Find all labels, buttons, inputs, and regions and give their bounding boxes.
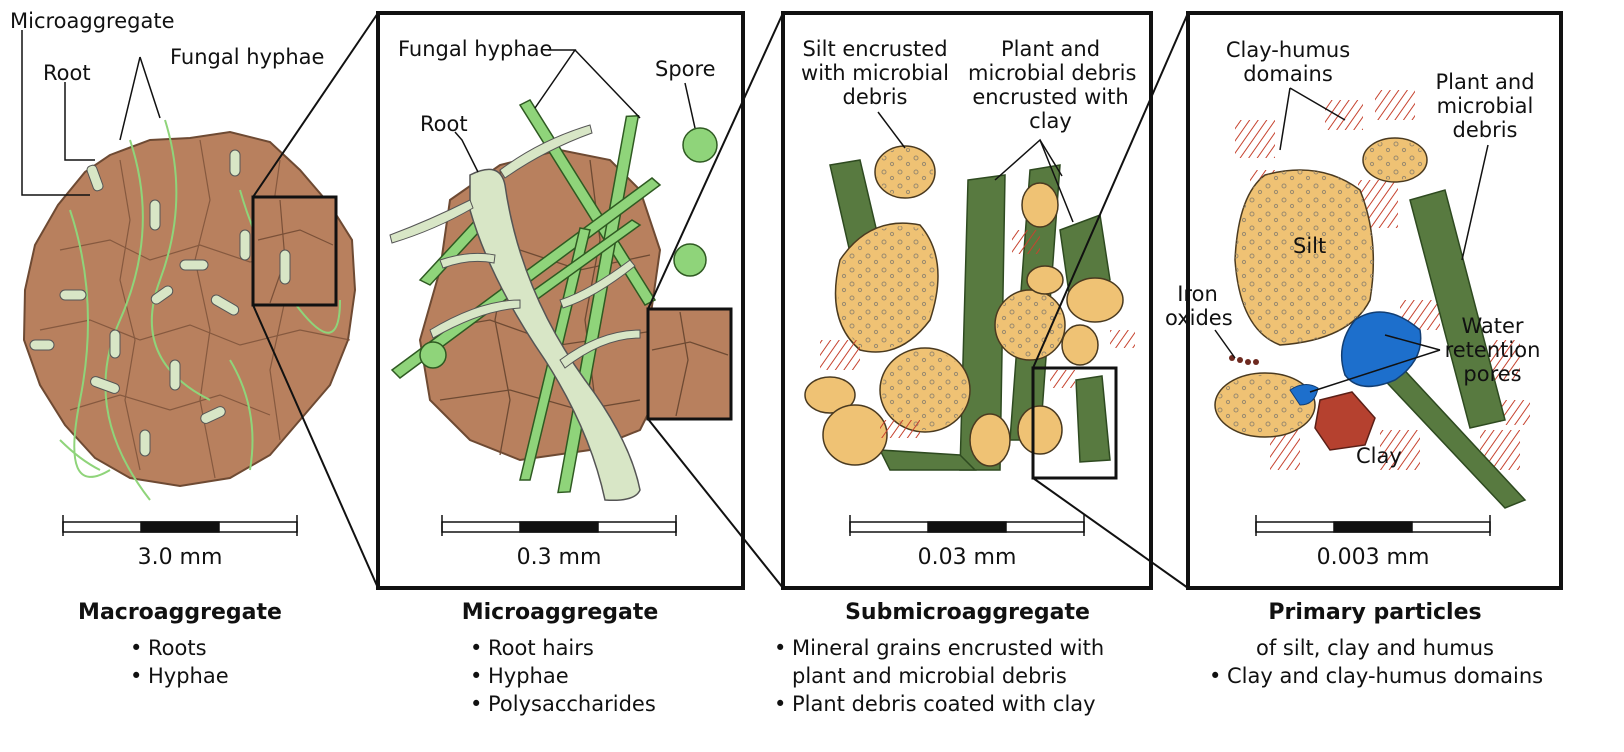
- label-clay-humus-domains: Clay-humus domains: [1225, 38, 1351, 86]
- caption-bullet: Plant debris coated with clay: [772, 690, 1162, 718]
- caption-bullets-primary-particles: Clay and clay-humus domains: [1207, 662, 1543, 690]
- label-root: Root: [43, 61, 91, 85]
- caption-bullet: Roots: [128, 634, 229, 662]
- root-shape: [469, 168, 641, 502]
- caption-bullet: Hyphae: [468, 662, 656, 690]
- caption-title-macroaggregate: Macroaggregate: [78, 600, 282, 625]
- scale-label-micro: 0.3 mm: [516, 545, 602, 570]
- label-silt: Silt: [1293, 234, 1327, 258]
- microaggregate-illustration: [389, 12, 784, 589]
- macroaggregate-body: [22, 130, 357, 488]
- micro-frame: [376, 11, 745, 590]
- macroaggregate-illustration: [21, 12, 379, 589]
- scale-label-macro: 3.0 mm: [137, 545, 223, 570]
- clay-particle: [1314, 391, 1376, 451]
- caption-bullets-submicroaggregate: Mineral grains encrusted with plant and …: [772, 634, 1162, 718]
- label-clay: Clay: [1356, 444, 1402, 468]
- submicro-frame: [781, 11, 1153, 590]
- caption-subtitle-primary-particles: of silt, clay and humus: [1256, 636, 1494, 660]
- scale-label-submicro: 0.03 mm: [917, 545, 1017, 570]
- caption-bullet: Root hairs: [468, 634, 656, 662]
- label-microaggregate: Microaggregate: [10, 9, 175, 33]
- label-silt-encrusted: Silt encrusted with microbial debris: [801, 37, 949, 109]
- caption-bullet: Hyphae: [128, 662, 229, 690]
- label-plant-microbial-debris: Plant and microbial debris: [1435, 70, 1535, 142]
- submicroaggregate-illustration: [804, 12, 1189, 589]
- label-fungal-hyphae: Fungal hyphae: [170, 45, 325, 69]
- label-fungal-hyphae: Fungal hyphae: [398, 37, 553, 61]
- primary-particles-illustration: [1214, 87, 1530, 509]
- caption-bullet: Polysaccharides: [468, 690, 656, 718]
- primary-frame: [1186, 11, 1563, 590]
- caption-bullets-macroaggregate: Roots Hyphae: [128, 634, 229, 690]
- label-plant-microbial-debris: Plant and microbial debris encrusted with c…: [968, 37, 1137, 133]
- caption-title-submicroaggregate: Submicroaggregate: [845, 600, 1090, 625]
- label-spore: Spore: [655, 57, 716, 81]
- submicro-inset-box: [1031, 366, 1118, 480]
- micro-inset-box: [646, 307, 733, 421]
- macro-inset-box: [251, 195, 338, 307]
- water-pore: [1340, 311, 1422, 388]
- caption-bullets-microaggregate: Root hairs Hyphae Polysaccharides: [468, 634, 656, 718]
- caption-title-primary-particles: Primary particles: [1268, 600, 1482, 625]
- label-root: Root: [420, 112, 468, 136]
- caption-title-microaggregate: Microaggregate: [461, 600, 659, 625]
- scale-bars: [62, 515, 1491, 536]
- scale-label-primary: 0.003 mm: [1316, 545, 1430, 570]
- caption-bullet: Mineral grains encrusted with plant and …: [772, 634, 1162, 690]
- label-iron-oxides: Iron oxides: [1165, 282, 1233, 330]
- caption-bullet: Clay and clay-humus domains: [1207, 662, 1543, 690]
- label-water-retention-pores: Water retention pores: [1444, 314, 1541, 386]
